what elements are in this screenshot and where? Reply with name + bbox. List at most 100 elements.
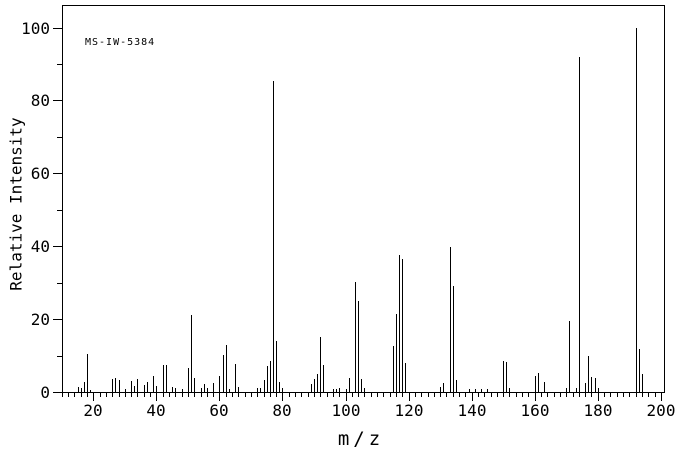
axis-tick <box>591 393 592 397</box>
axis-tick <box>251 393 252 397</box>
axis-tick <box>617 393 618 397</box>
axis-tick <box>440 393 441 397</box>
axis-tick <box>642 393 643 397</box>
spectrum-peak-bar <box>450 247 451 392</box>
spectrum-peak-bar <box>591 377 592 392</box>
axis-tick <box>245 393 246 397</box>
y-tick-label: 40 <box>30 237 50 256</box>
spectrum-peak-bar <box>90 390 91 392</box>
axis-tick <box>112 393 113 397</box>
spectrum-peak-bar <box>134 386 135 392</box>
spectrum-peak-bar <box>311 384 312 392</box>
spectrum-peak-bar <box>456 380 457 392</box>
axis-tick <box>264 393 265 397</box>
axis-tick <box>497 393 498 397</box>
spectrum-peak-bar <box>264 380 265 392</box>
axis-tick <box>238 393 239 397</box>
axis-tick <box>421 393 422 397</box>
spectrum-peak-bar <box>147 382 148 392</box>
spectrum-peak-bar <box>405 363 406 392</box>
spectrum-peak-bar <box>213 383 214 392</box>
spectrum-peak-bar <box>182 389 183 392</box>
spectrum-peak-bar <box>257 388 258 392</box>
axis-tick <box>364 393 365 397</box>
spectrum-peak-bar <box>399 255 400 392</box>
spectrum-peak-bar <box>163 365 164 392</box>
axis-tick <box>509 393 510 397</box>
plot-frame <box>62 5 665 393</box>
spectrum-peak-bar <box>361 379 362 392</box>
x-axis-title: m/z <box>337 428 385 450</box>
axis-tick <box>314 393 315 397</box>
axis-tick <box>629 393 630 397</box>
spectrum-peak-bar <box>270 361 271 392</box>
spectrum-peak-bar <box>595 378 596 392</box>
axis-tick <box>62 393 63 397</box>
axis-tick <box>57 64 62 65</box>
axis-tick <box>100 393 101 397</box>
spectrum-peak-bar <box>112 379 113 392</box>
axis-tick <box>554 393 555 397</box>
spectrum-peak-bar <box>87 354 88 392</box>
axis-tick <box>346 393 347 401</box>
spectrum-peak-bar <box>598 388 599 392</box>
spectrum-peak-bar <box>579 57 580 392</box>
spectrum-peak-bar <box>642 374 643 392</box>
spectrum-peak-bar <box>260 388 261 392</box>
axis-tick <box>301 393 302 397</box>
spectrum-peak-bar <box>81 388 82 392</box>
spectrum-peak-bar <box>207 388 208 392</box>
y-axis-title: Relative Intensity <box>6 117 26 291</box>
spectrum-peak-bar <box>585 383 586 392</box>
spectrum-peak-bar <box>333 389 334 392</box>
spectrum-peak-bar <box>569 321 570 392</box>
axis-tick <box>339 393 340 397</box>
axis-tick <box>352 393 353 397</box>
spectrum-peak-bar <box>336 389 337 392</box>
axis-tick <box>106 393 107 397</box>
spectrum-peak-bar <box>487 389 488 392</box>
axis-tick <box>53 173 62 174</box>
x-tick-label: 120 <box>394 401 424 420</box>
axis-tick <box>541 393 542 397</box>
spectrum-peak-bar <box>175 388 176 392</box>
axis-tick <box>74 393 75 397</box>
spectrum-peak-bar <box>235 364 236 392</box>
axis-tick <box>289 393 290 397</box>
spectrum-peak-bar <box>314 379 315 392</box>
axis-tick <box>333 393 334 397</box>
axis-tick <box>270 393 271 397</box>
x-tick-label: 140 <box>457 401 487 420</box>
spectrum-peak-bar <box>339 388 340 392</box>
axis-tick <box>655 393 656 397</box>
spectrum-peak-bar <box>396 314 397 392</box>
axis-tick <box>560 393 561 397</box>
axis-tick <box>57 210 62 211</box>
axis-tick <box>175 393 176 397</box>
spectrum-peak-bar <box>402 259 403 392</box>
axis-tick <box>484 393 485 397</box>
x-tick-label: 180 <box>583 401 613 420</box>
axis-tick <box>579 393 580 397</box>
axis-tick <box>169 393 170 397</box>
axis-tick <box>53 392 62 393</box>
spectrum-peak-bar <box>137 379 138 392</box>
spectrum-peak-bar <box>566 388 567 392</box>
axis-tick <box>194 393 195 397</box>
axis-tick <box>53 100 62 101</box>
spectrum-peak-bar <box>201 388 202 392</box>
axis-tick <box>409 393 410 401</box>
spectrum-peak-bar <box>349 378 350 392</box>
spectrum-peak-bar <box>144 385 145 392</box>
axis-tick <box>182 393 183 397</box>
axis-tick <box>528 393 529 397</box>
axis-tick <box>53 319 62 320</box>
axis-tick <box>604 393 605 397</box>
spectrum-peak-bar <box>238 387 239 392</box>
axis-tick <box>131 393 132 397</box>
spectrum-peak-bar <box>503 361 504 392</box>
axis-tick <box>57 283 62 284</box>
axis-tick <box>503 393 504 397</box>
y-tick-label: 60 <box>30 164 50 183</box>
axis-tick <box>446 393 447 397</box>
